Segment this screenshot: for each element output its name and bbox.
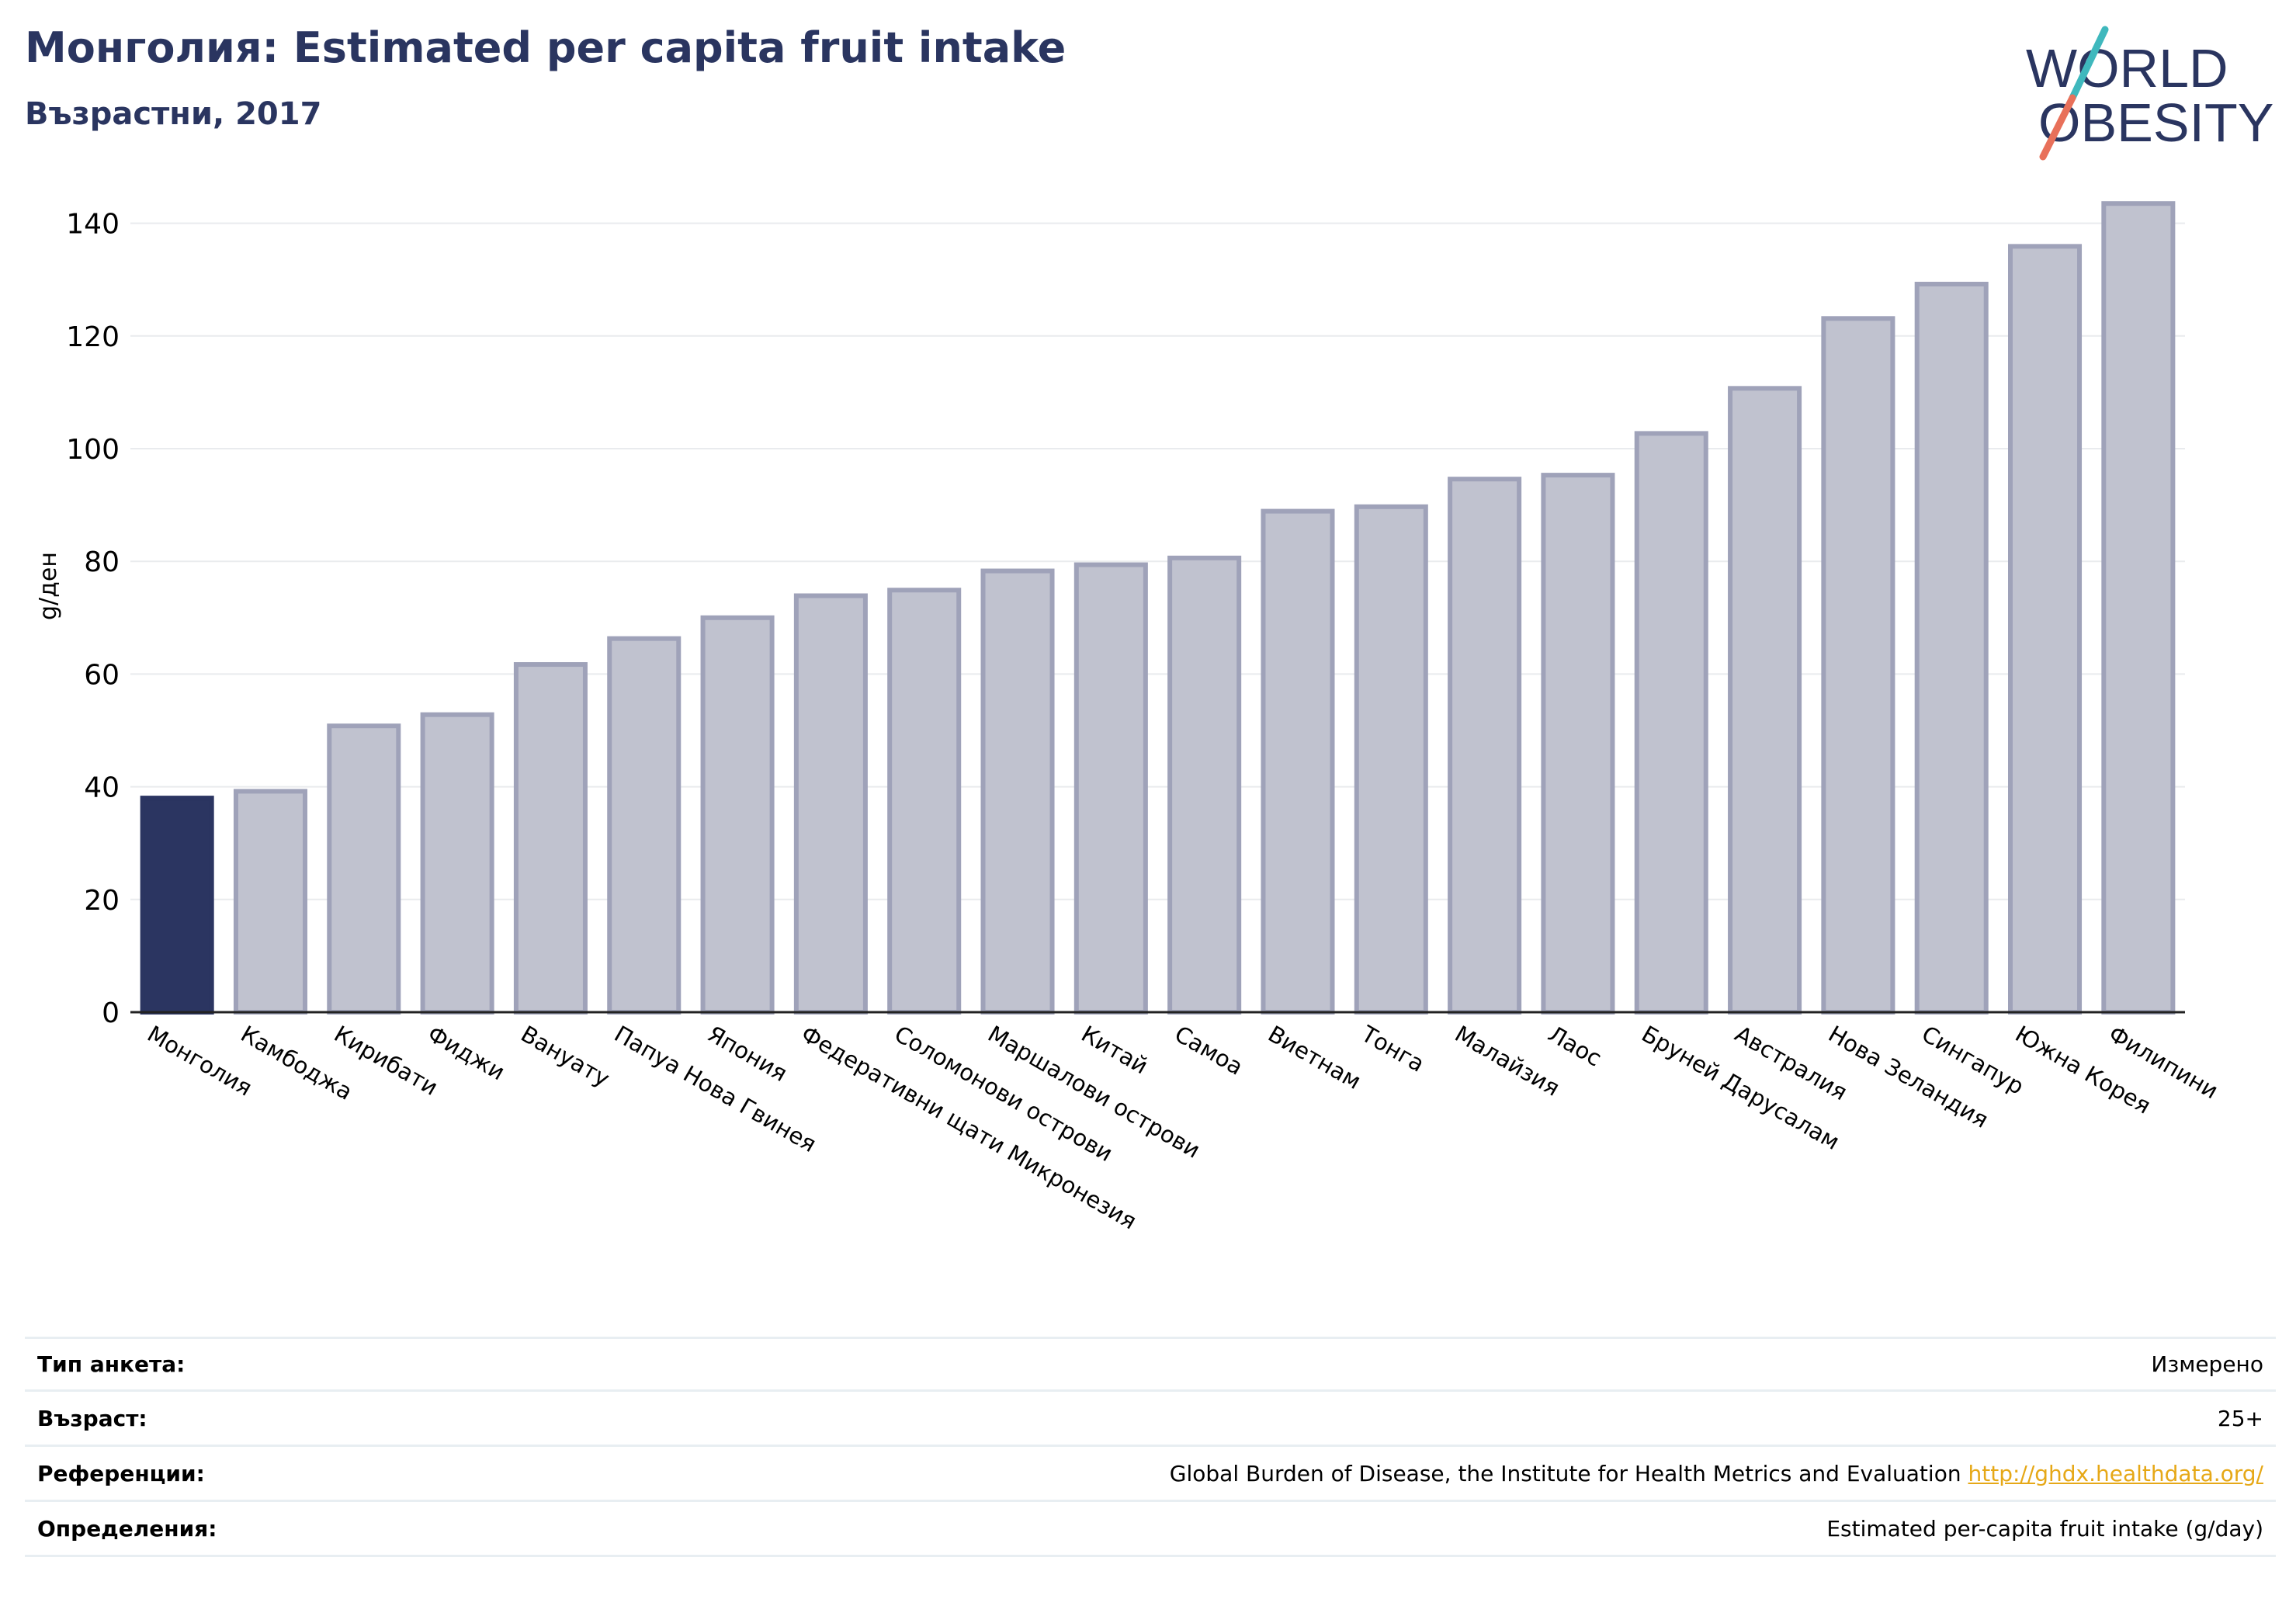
age-value: 25+ <box>2217 1405 2263 1431</box>
chart-title: Монголия: Estimated per capita fruit int… <box>25 23 1066 72</box>
logo-text-world: WORLD <box>2026 38 2228 99</box>
bar <box>2101 201 2176 1015</box>
bar-chart: 0 20 40 60 80 100 120 140 МонголияКамбоджаКириб… <box>35 201 2223 1234</box>
logo-slash-top <box>2069 26 2109 102</box>
bar <box>1821 316 1895 1015</box>
y-tick-label: 0 <box>102 997 120 1029</box>
x-tick-label: Виетнам <box>1264 1021 1365 1094</box>
x-tick-label: Лаос <box>1544 1021 1606 1072</box>
info-row-age: Възраст: 25+ <box>25 1392 2276 1447</box>
bar <box>1261 508 1335 1015</box>
references-label: Референции: <box>37 1460 205 1486</box>
y-tick-labels: 0 20 40 60 80 100 120 140 <box>66 209 120 1029</box>
references-text: Global Burden of Disease, the Institute … <box>1169 1460 1961 1486</box>
info-row-definitions: Определения: Estimated per-capita fruit … <box>25 1502 2276 1557</box>
x-tick-label: Китай <box>1077 1021 1152 1080</box>
world-obesity-logo: WORLD OBESITY <box>2026 26 2273 161</box>
x-tick-label: Монголия <box>143 1021 256 1101</box>
bar <box>980 568 1055 1015</box>
x-tick-label: Тонга <box>1356 1020 1429 1077</box>
info-table: Тип анкета: Измерено Възраст: 25+ Рефере… <box>25 1337 2276 1557</box>
bar <box>700 615 775 1015</box>
references-value: Global Burden of Disease, the Institute … <box>1170 1461 2263 1486</box>
y-tick-label: 40 <box>84 772 120 804</box>
bar <box>233 789 307 1015</box>
chart-subtitle: Възрастни, 2017 <box>25 96 322 132</box>
bar <box>1354 504 1428 1015</box>
bar <box>1448 477 1522 1015</box>
bar <box>327 723 401 1015</box>
info-row-references: Референции: Global Burden of Disease, th… <box>25 1447 2276 1502</box>
x-tick-label: Самоа <box>1171 1021 1248 1080</box>
definitions-value: Estimated per-capita fruit intake (g/day… <box>1826 1515 2263 1542</box>
bar <box>2008 244 2083 1015</box>
bar <box>1914 282 1989 1015</box>
y-axis-label: g/ден <box>35 552 62 620</box>
bar <box>887 588 962 1015</box>
info-row-survey: Тип анкета: Измерено <box>25 1337 2276 1392</box>
x-tick-label: Нова Зеландия <box>1824 1021 1993 1133</box>
y-tick-label: 80 <box>84 546 120 578</box>
bar <box>1167 555 1242 1015</box>
y-tick-label: 120 <box>66 321 120 353</box>
bars <box>140 201 2176 1015</box>
references-link[interactable]: http://ghdx.healthdata.org/ <box>1968 1460 2263 1486</box>
x-tick-label: Малайзия <box>1451 1021 1565 1101</box>
survey-type-value: Измерено <box>2151 1351 2263 1377</box>
bar <box>793 593 868 1015</box>
logo-slash-bottom <box>2039 94 2076 161</box>
bar <box>1728 386 1802 1015</box>
bar <box>420 712 494 1015</box>
logo-text-obesity: OBESITY <box>2038 92 2273 153</box>
survey-type-label: Тип анкета: <box>37 1351 186 1377</box>
bar <box>1073 562 1148 1015</box>
bar <box>607 636 682 1015</box>
y-tick-label: 20 <box>84 885 120 917</box>
age-label: Възраст: <box>37 1405 147 1431</box>
bar <box>140 796 214 1015</box>
bar <box>513 662 588 1015</box>
y-tick-label: 140 <box>66 209 120 241</box>
y-tick-label: 100 <box>66 434 120 466</box>
y-tick-label: 60 <box>84 659 120 691</box>
bar <box>1634 431 1708 1015</box>
x-tick-label: Вануату <box>516 1021 614 1092</box>
bar <box>1541 473 1615 1015</box>
definitions-label: Определения: <box>37 1515 217 1542</box>
